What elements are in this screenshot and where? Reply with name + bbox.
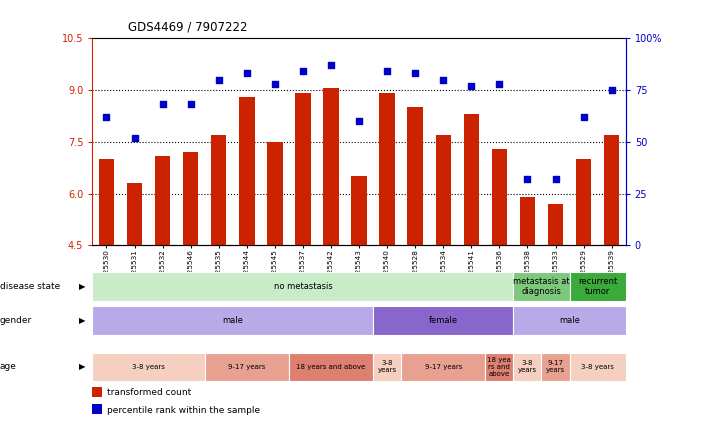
Bar xyxy=(464,114,479,245)
Bar xyxy=(183,152,198,245)
Text: 9-17
years: 9-17 years xyxy=(546,360,565,374)
Text: no metastasis: no metastasis xyxy=(274,282,332,291)
Bar xyxy=(513,272,570,301)
Text: gender: gender xyxy=(0,316,32,325)
Bar xyxy=(513,306,626,335)
Point xyxy=(381,68,392,74)
Bar xyxy=(436,135,451,245)
Text: 3-8
years: 3-8 years xyxy=(518,360,537,374)
Text: 9-17 years: 9-17 years xyxy=(424,364,462,370)
Point xyxy=(326,62,337,69)
Bar xyxy=(604,135,619,245)
Text: recurrent
tumor: recurrent tumor xyxy=(578,277,617,296)
Text: 3-8 years: 3-8 years xyxy=(132,364,165,370)
Bar xyxy=(513,353,542,381)
Text: 3-8
years: 3-8 years xyxy=(378,360,397,374)
Bar xyxy=(295,93,311,245)
Point xyxy=(241,70,252,77)
Bar xyxy=(267,142,282,245)
Point xyxy=(578,113,589,120)
Bar xyxy=(92,353,205,381)
Text: percentile rank within the sample: percentile rank within the sample xyxy=(107,406,260,415)
Text: disease state: disease state xyxy=(0,282,60,291)
Text: age: age xyxy=(0,363,17,371)
Point xyxy=(185,101,196,108)
Text: ▶: ▶ xyxy=(79,316,85,325)
Text: GDS4469 / 7907222: GDS4469 / 7907222 xyxy=(128,21,247,34)
Bar xyxy=(205,353,289,381)
Bar xyxy=(351,176,367,245)
Point xyxy=(213,76,225,83)
Bar xyxy=(373,306,513,335)
Bar xyxy=(576,159,592,245)
Point xyxy=(437,76,449,83)
Text: 18 years and above: 18 years and above xyxy=(296,364,365,370)
Bar xyxy=(542,353,570,381)
Bar xyxy=(570,272,626,301)
Text: female: female xyxy=(429,316,458,325)
Bar xyxy=(155,156,171,245)
Point xyxy=(410,70,421,77)
Bar xyxy=(92,387,102,397)
Point xyxy=(269,80,281,87)
Bar xyxy=(99,159,114,245)
Bar xyxy=(547,204,563,245)
Point xyxy=(550,176,561,182)
Text: male: male xyxy=(559,316,580,325)
Bar xyxy=(92,404,102,415)
Text: ▶: ▶ xyxy=(79,282,85,291)
Bar xyxy=(324,88,338,245)
Point xyxy=(353,118,365,124)
Bar xyxy=(92,272,513,301)
Text: male: male xyxy=(223,316,243,325)
Bar xyxy=(570,353,626,381)
Text: metastasis at
diagnosis: metastasis at diagnosis xyxy=(513,277,570,296)
Point xyxy=(493,80,505,87)
Bar xyxy=(486,353,513,381)
Bar xyxy=(520,197,535,245)
Point xyxy=(606,87,617,93)
Bar xyxy=(211,135,226,245)
Bar xyxy=(289,353,373,381)
Text: 9-17 years: 9-17 years xyxy=(228,364,265,370)
Point xyxy=(101,113,112,120)
Text: 18 yea
rs and
above: 18 yea rs and above xyxy=(488,357,511,377)
Bar xyxy=(380,93,395,245)
Bar xyxy=(492,148,507,245)
Bar xyxy=(92,306,373,335)
Point xyxy=(297,68,309,74)
Bar xyxy=(401,353,486,381)
Bar xyxy=(407,107,423,245)
Point xyxy=(522,176,533,182)
Text: ▶: ▶ xyxy=(79,363,85,371)
Bar xyxy=(127,183,142,245)
Point xyxy=(129,134,140,141)
Text: transformed count: transformed count xyxy=(107,388,191,397)
Bar xyxy=(239,97,255,245)
Point xyxy=(466,82,477,89)
Point xyxy=(157,101,169,108)
Bar xyxy=(373,353,401,381)
Text: 3-8 years: 3-8 years xyxy=(581,364,614,370)
